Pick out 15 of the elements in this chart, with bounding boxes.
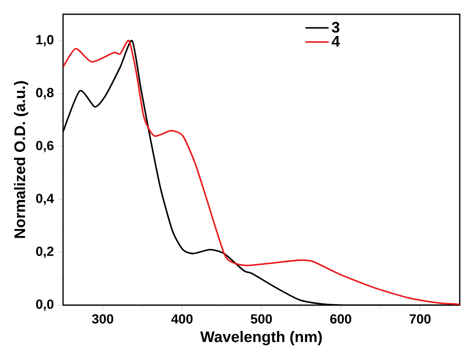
y-tick-label: 0,6 <box>36 140 54 152</box>
x-tick-label: 400 <box>171 314 193 324</box>
x-axis-title: Wavelength (nm) <box>200 331 322 346</box>
y-tick-label: 0,4 <box>36 194 54 205</box>
y-axis-title: Normalized O.D. (a.u.) <box>14 81 28 238</box>
x-tick-label: 600 <box>330 314 352 324</box>
legend-label: 4 <box>332 36 340 47</box>
y-tick-label: 0,8 <box>36 88 54 100</box>
x-tick-label: 300 <box>92 314 114 324</box>
x-tick-label: 500 <box>250 314 272 324</box>
y-tick-label: 0,2 <box>36 246 54 258</box>
y-tick-label: 1,0 <box>36 35 54 46</box>
legend-label: 3 <box>332 22 340 33</box>
x-tick-label: 700 <box>410 314 431 324</box>
y-tick-label: 0,0 <box>36 300 54 311</box>
